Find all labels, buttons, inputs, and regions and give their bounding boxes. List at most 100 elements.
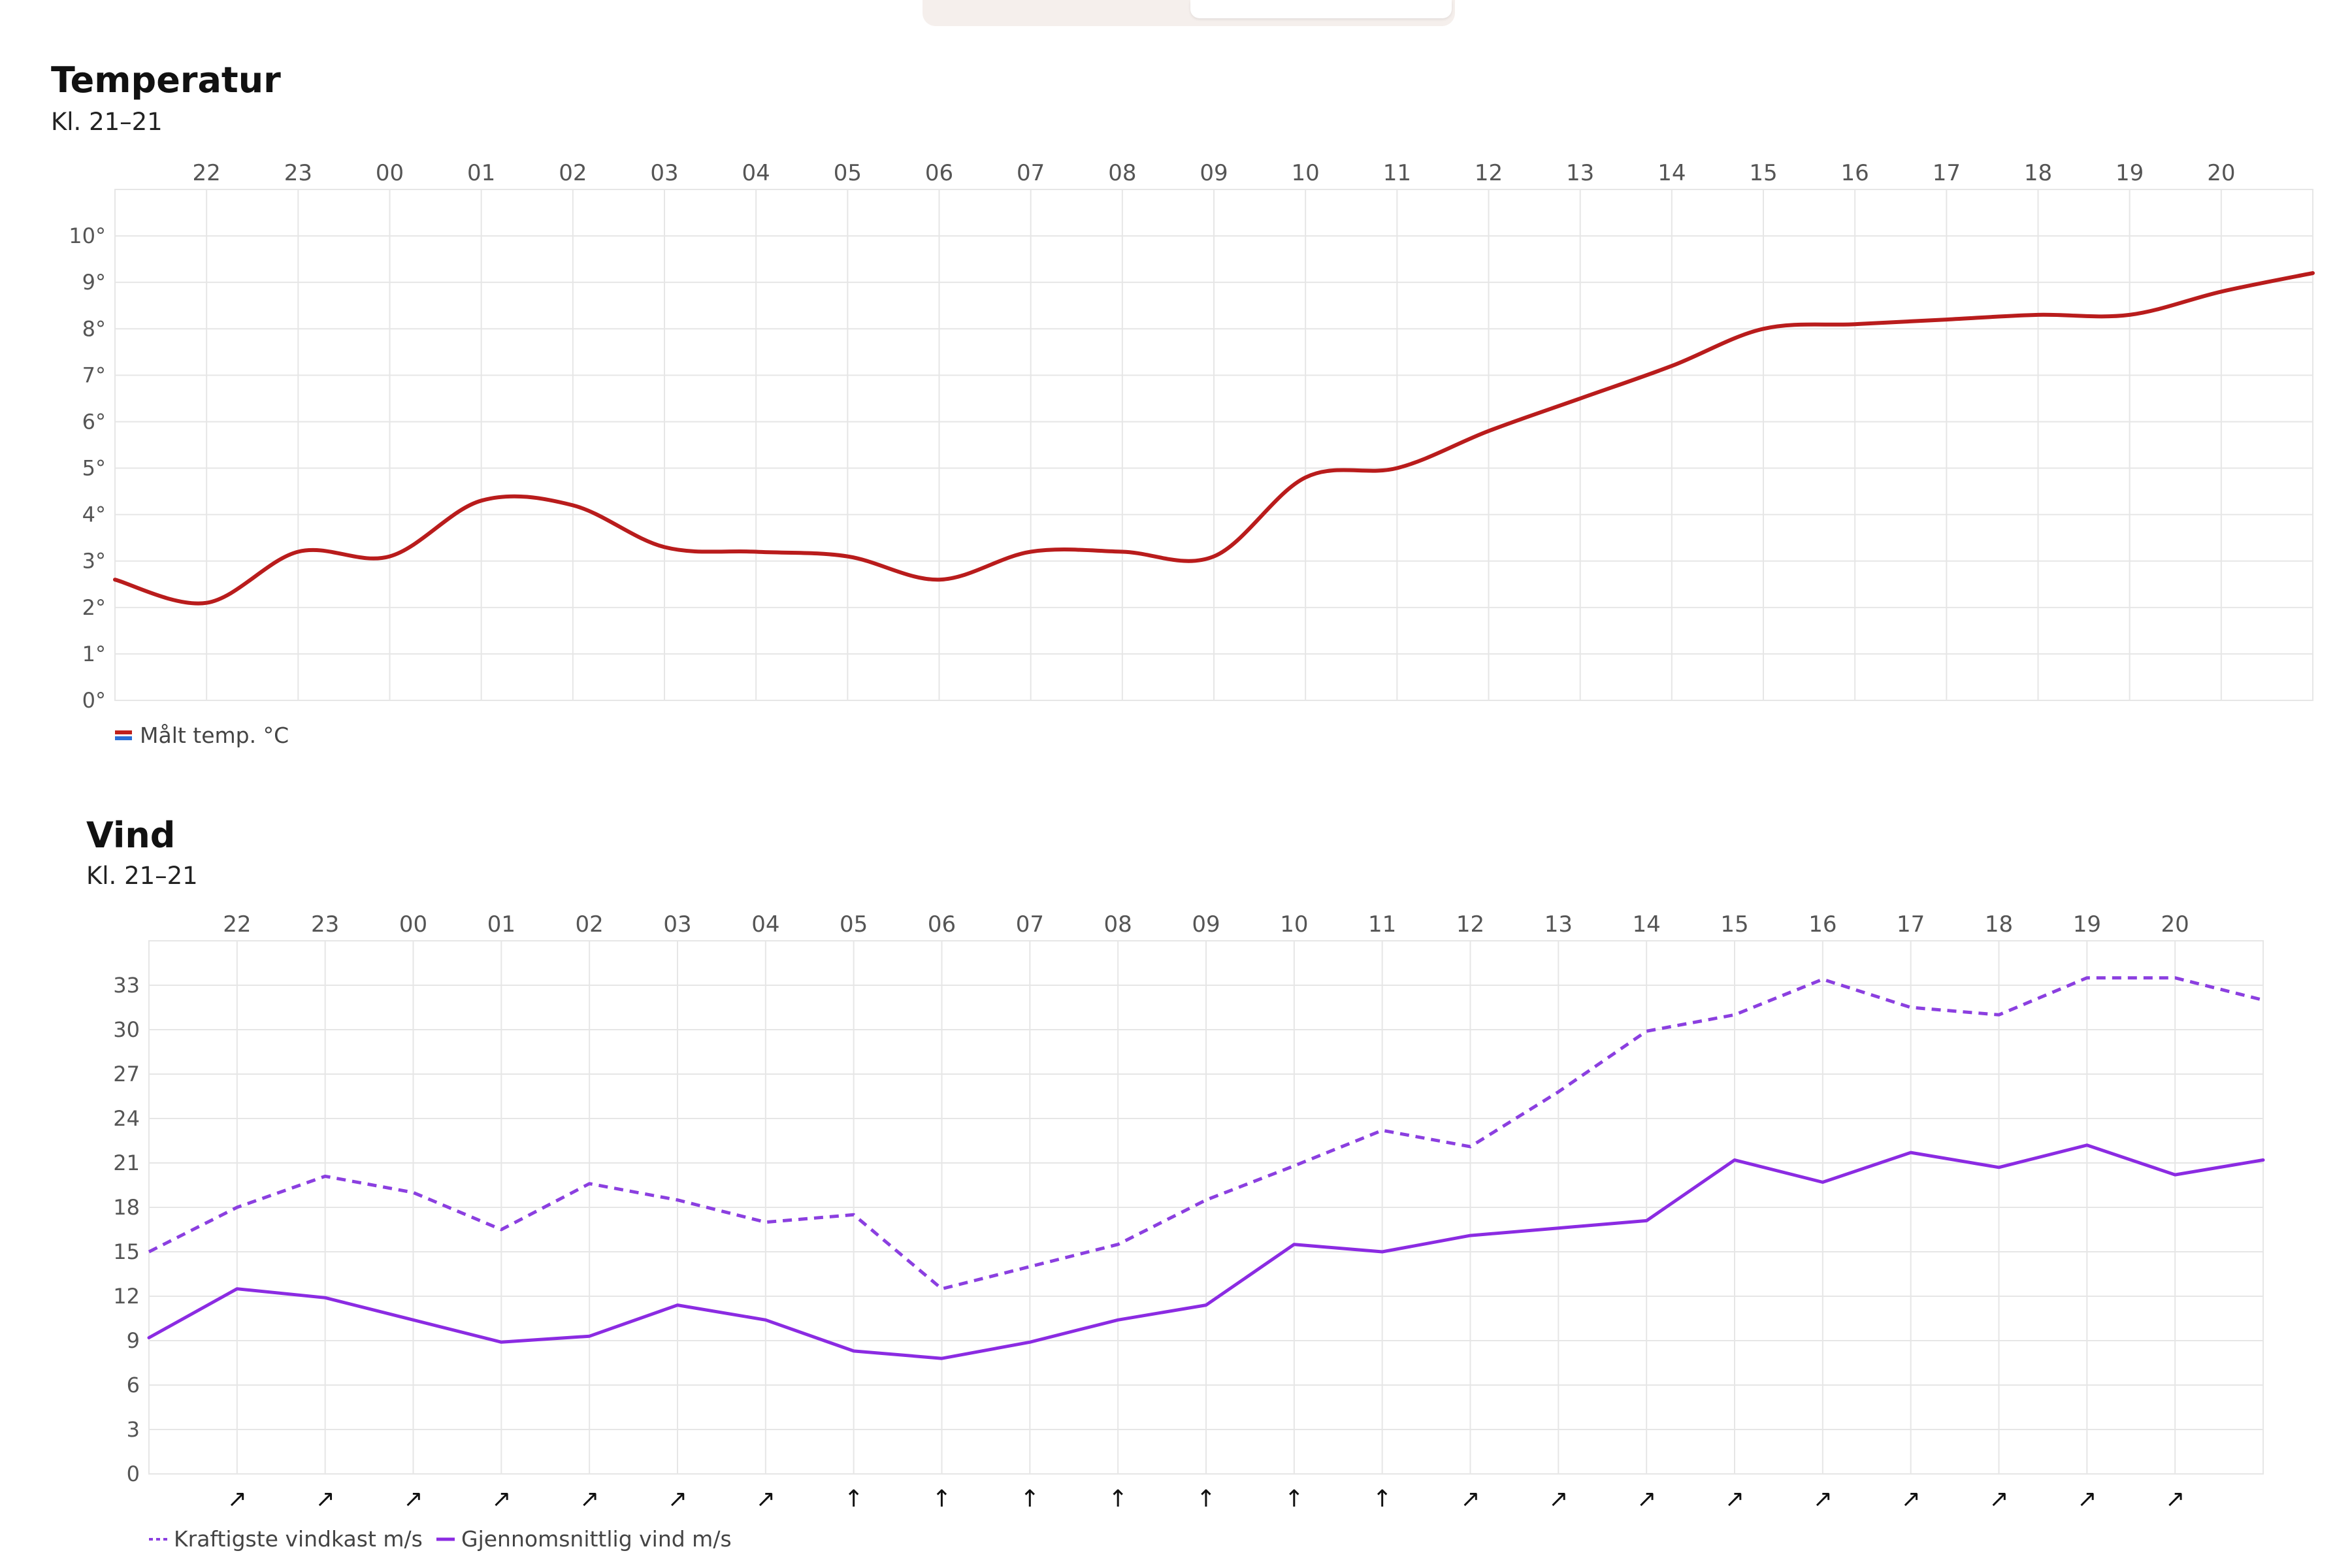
x-tick-label: 13 bbox=[1566, 160, 1594, 186]
wind-subtitle: Kl. 21–21 bbox=[86, 862, 198, 890]
wind-direction-arrow: ↗ bbox=[316, 1486, 335, 1512]
y-tick-label: 33 bbox=[113, 973, 140, 998]
wind-direction-arrow: ↗ bbox=[2165, 1486, 2185, 1512]
x-tick-label: 04 bbox=[751, 911, 779, 938]
x-tick-label: 09 bbox=[1192, 911, 1220, 938]
x-tick-label: 23 bbox=[311, 911, 339, 938]
wind-direction-arrow: ↗ bbox=[491, 1486, 511, 1512]
x-tick-label: 02 bbox=[576, 911, 604, 938]
x-tick-label: 22 bbox=[223, 911, 251, 938]
y-tick-label: 9 bbox=[127, 1328, 140, 1353]
y-tick-label: 3° bbox=[82, 549, 106, 574]
y-tick-label: 1° bbox=[82, 642, 106, 666]
series-line-1 bbox=[148, 976, 2264, 1291]
x-tick-label: 19 bbox=[2115, 160, 2144, 186]
wind-direction-arrow: ↗ bbox=[1548, 1486, 1568, 1512]
x-tick-label: 03 bbox=[650, 160, 678, 186]
x-tick-label: 15 bbox=[1720, 911, 1748, 938]
wind-direction-arrow: ↗ bbox=[1725, 1486, 1744, 1512]
wind-direction-arrow: ↑ bbox=[1284, 1486, 1304, 1512]
x-tick-label: 12 bbox=[1475, 160, 1503, 186]
y-tick-label: 6° bbox=[82, 409, 106, 434]
y-tick-label: 27 bbox=[113, 1062, 140, 1086]
x-tick-label: 08 bbox=[1108, 160, 1136, 186]
legend-swatch-red bbox=[115, 730, 132, 734]
wind-direction-arrow: ↗ bbox=[1901, 1486, 1921, 1512]
y-tick-label: 24 bbox=[113, 1106, 140, 1131]
y-tick-label: 7° bbox=[82, 363, 106, 387]
wind-direction-arrow: ↗ bbox=[1460, 1486, 1480, 1512]
wind-direction-arrow: ↑ bbox=[1373, 1486, 1392, 1512]
wind-direction-arrow: ↑ bbox=[1196, 1486, 1216, 1512]
x-tick-label: 20 bbox=[2207, 160, 2235, 186]
x-tick-label: 04 bbox=[742, 160, 770, 186]
wind-direction-arrow: ↗ bbox=[1637, 1486, 1656, 1512]
x-tick-label: 17 bbox=[1933, 160, 1961, 186]
x-tick-label: 23 bbox=[284, 160, 312, 186]
x-tick-label: 09 bbox=[1200, 160, 1228, 186]
y-tick-label: 6 bbox=[127, 1373, 140, 1397]
x-tick-label: 10 bbox=[1280, 911, 1308, 938]
x-tick-label: 10 bbox=[1292, 160, 1320, 186]
x-tick-label: 14 bbox=[1658, 160, 1686, 186]
x-tick-label: 15 bbox=[1749, 160, 1777, 186]
x-tick-label: 00 bbox=[399, 911, 427, 938]
y-tick-label: 8° bbox=[82, 316, 106, 341]
y-tick-label: 18 bbox=[113, 1195, 140, 1220]
x-tick-label: 02 bbox=[559, 160, 587, 186]
wind-direction-arrow: ↑ bbox=[1108, 1486, 1128, 1512]
wind-direction-arrow: ↗ bbox=[580, 1486, 599, 1512]
view-toggle-active-tab[interactable] bbox=[1190, 0, 1452, 18]
y-tick-label: 0 bbox=[127, 1462, 140, 1486]
x-tick-label: 05 bbox=[834, 160, 862, 186]
x-tick-label: 18 bbox=[2024, 160, 2052, 186]
x-tick-label: 07 bbox=[1016, 911, 1044, 938]
y-tick-label: 2° bbox=[82, 595, 106, 620]
x-tick-label: 08 bbox=[1104, 911, 1132, 938]
y-tick-label: 30 bbox=[113, 1017, 140, 1042]
y-tick-label: 15 bbox=[113, 1239, 140, 1264]
x-tick-label: 01 bbox=[487, 911, 515, 938]
series-line-1 bbox=[113, 271, 2315, 606]
temperature-subtitle: Kl. 21–21 bbox=[51, 108, 163, 136]
wind-direction-arrow: ↗ bbox=[227, 1486, 247, 1512]
x-tick-label: 06 bbox=[925, 160, 953, 186]
x-tick-label: 18 bbox=[1985, 911, 2013, 938]
wind-legend-mean-label: Gjennomsnittlig vind m/s bbox=[461, 1526, 732, 1552]
temperature-legend: Målt temp. °C bbox=[115, 723, 289, 748]
x-tick-label: 13 bbox=[1544, 911, 1573, 938]
x-tick-label: 22 bbox=[193, 160, 221, 186]
wind-direction-arrow: ↑ bbox=[932, 1486, 951, 1512]
y-tick-label: 0° bbox=[82, 688, 106, 713]
x-tick-label: 07 bbox=[1017, 160, 1045, 186]
wind-direction-arrow: ↗ bbox=[668, 1486, 687, 1512]
wind-direction-arrow: ↗ bbox=[1813, 1486, 1833, 1512]
x-tick-label: 05 bbox=[840, 911, 868, 938]
x-tick-label: 17 bbox=[1897, 911, 1925, 938]
x-tick-label: 19 bbox=[2073, 911, 2101, 938]
y-tick-label: 12 bbox=[113, 1284, 140, 1309]
x-tick-label: 01 bbox=[467, 160, 495, 186]
y-tick-label: 21 bbox=[113, 1151, 140, 1175]
wind-direction-arrow: ↗ bbox=[756, 1486, 776, 1512]
y-tick-label: 3 bbox=[127, 1417, 140, 1442]
x-tick-label: 16 bbox=[1841, 160, 1869, 186]
x-tick-label: 20 bbox=[2161, 911, 2189, 938]
grid bbox=[114, 189, 2313, 701]
temperature-chart: 0° 1° 2° 3° 4° 5° 6° 7° 8° 9° 10° 22 23 00 01 02 03 04 05 0… bbox=[69, 160, 2315, 748]
y-tick-label: 9° bbox=[82, 270, 106, 295]
wind-direction-arrow: ↑ bbox=[844, 1486, 864, 1512]
wind-direction-arrow: ↗ bbox=[2077, 1486, 2097, 1512]
x-tick-label: 16 bbox=[1808, 911, 1837, 938]
temperature-legend-label: Målt temp. °C bbox=[140, 723, 289, 748]
temperature-title: Temperatur bbox=[51, 59, 281, 101]
series-line-2 bbox=[147, 1143, 2265, 1360]
x-tick-label: 12 bbox=[1456, 911, 1484, 938]
y-tick-label: 10° bbox=[69, 223, 106, 248]
x-tick-label: 00 bbox=[376, 160, 404, 186]
wind-title: Vind bbox=[86, 815, 176, 856]
x-tick-label: 11 bbox=[1383, 160, 1411, 186]
wind-legend-gust-label: Kraftigste vindkast m/s bbox=[174, 1526, 423, 1552]
x-tick-label: 03 bbox=[663, 911, 691, 938]
legend-swatch-blue bbox=[115, 736, 132, 740]
